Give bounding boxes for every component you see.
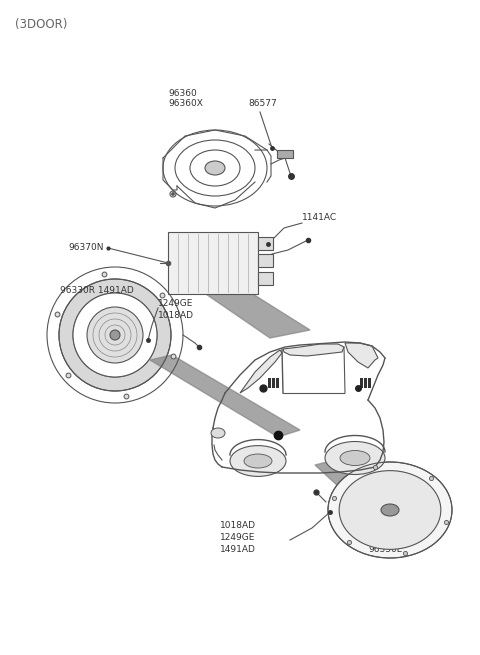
Text: 1141AC: 1141AC <box>302 214 337 223</box>
Polygon shape <box>283 344 344 356</box>
Polygon shape <box>345 343 378 368</box>
Text: 1018AD: 1018AD <box>158 311 194 320</box>
Ellipse shape <box>171 193 175 195</box>
Text: 1249GE: 1249GE <box>220 533 255 542</box>
Ellipse shape <box>110 330 120 340</box>
Polygon shape <box>150 355 300 437</box>
Text: 86577: 86577 <box>248 99 277 108</box>
Ellipse shape <box>59 279 171 391</box>
Ellipse shape <box>87 307 143 363</box>
Polygon shape <box>240 350 282 393</box>
FancyBboxPatch shape <box>276 378 278 388</box>
Ellipse shape <box>366 492 414 528</box>
Text: 96330L: 96330L <box>368 545 402 554</box>
Text: 1249GE: 1249GE <box>158 299 193 308</box>
Text: 1491AD: 1491AD <box>220 545 256 554</box>
Ellipse shape <box>205 161 225 175</box>
Ellipse shape <box>73 293 157 377</box>
Ellipse shape <box>339 471 441 550</box>
FancyBboxPatch shape <box>272 378 275 388</box>
Text: 1018AD: 1018AD <box>220 521 256 530</box>
FancyBboxPatch shape <box>360 378 362 388</box>
Text: 96370N: 96370N <box>68 244 104 252</box>
Text: 96330R 1491AD: 96330R 1491AD <box>60 286 134 295</box>
FancyBboxPatch shape <box>257 272 273 284</box>
FancyBboxPatch shape <box>257 236 273 250</box>
Polygon shape <box>315 460 370 497</box>
Ellipse shape <box>381 504 399 516</box>
FancyBboxPatch shape <box>168 232 258 294</box>
Ellipse shape <box>340 451 370 466</box>
Ellipse shape <box>351 480 429 540</box>
FancyBboxPatch shape <box>268 378 271 388</box>
FancyBboxPatch shape <box>257 253 273 267</box>
FancyBboxPatch shape <box>364 378 367 388</box>
Polygon shape <box>200 286 310 338</box>
Ellipse shape <box>230 445 286 476</box>
FancyBboxPatch shape <box>277 150 293 158</box>
FancyBboxPatch shape <box>368 378 371 388</box>
Ellipse shape <box>211 428 225 438</box>
Text: 96360
96360X: 96360 96360X <box>168 88 203 108</box>
Ellipse shape <box>325 441 385 474</box>
Text: (3DOOR): (3DOOR) <box>15 18 67 31</box>
Ellipse shape <box>328 462 452 558</box>
Ellipse shape <box>244 454 272 468</box>
